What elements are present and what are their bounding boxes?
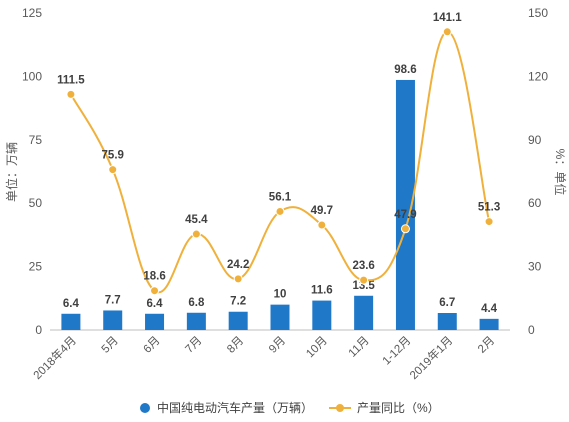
y-left-tick-label: 25 [29,260,43,274]
x-tick-label: 2018年4月 [30,333,79,382]
bar-data-labels: 6.4 7.7 6.4 6.8 7.2 10 11.6 13.5 98.6 6.7 4.4 [63,64,498,315]
y-right-tick-label: 60 [528,196,542,210]
line-point [359,275,369,285]
bar [228,311,248,330]
bar-data-label: 6.8 [188,297,205,309]
line-data-label: 75.9 [102,150,124,162]
line-point [275,206,285,216]
bar [479,318,499,330]
y-right-tick-label: 0 [528,323,535,337]
bar-data-label: 13.5 [352,280,375,292]
y-right-tick-label: 120 [528,69,548,83]
bar [395,79,415,330]
line-point [233,274,243,284]
y-right-tick-label: 90 [528,133,542,147]
line-data-label: 111.5 [57,74,85,86]
line-data-label: 51.3 [478,202,500,214]
bar-series [61,79,499,330]
bar [437,313,457,330]
line-data-label: 49.7 [311,205,333,217]
bar [354,295,374,330]
bar-data-label: 7.2 [230,296,246,308]
x-tick-label: 1-12月 [381,335,414,368]
line-point [191,229,201,239]
bar [145,313,165,330]
y-left-tick-label: 125 [22,6,42,20]
bar [61,313,81,330]
y-left-tick-label: 100 [22,69,42,83]
y-right-tick-label: 30 [528,260,542,274]
line-data-label: 23.6 [352,260,374,272]
x-tick-label: 11月 [347,335,372,360]
bar-data-label: 6.4 [147,298,164,310]
line-series-points [66,27,494,296]
bar-data-label: 98.6 [394,64,416,76]
legend-bar-label: 中国纯电动汽车产量（万辆） [157,400,313,415]
right-axis-ticks: 0 30 60 90 120 150 [528,6,548,337]
legend: 中国纯电动汽车产量（万辆） 产量同比（%） [140,400,440,415]
bar [270,304,290,330]
bar-data-label: 7.7 [105,294,121,306]
line-point [317,220,327,230]
legend-line-label: 产量同比（%） [357,401,440,415]
x-tick-label: 2019年1月 [407,333,456,382]
line-data-label: 141.1 [433,12,462,24]
line-point [66,89,76,99]
bar-data-label: 6.7 [439,297,455,309]
line-data-label: 56.1 [269,191,292,203]
legend-line-dot [336,404,344,412]
x-tick-label: 10月 [304,335,330,361]
line-data-label: 45.4 [185,214,208,226]
line-data-label: 47.9 [394,209,416,221]
bar [186,312,206,330]
line-point [442,27,452,37]
x-tick-label: 7月 [183,335,204,356]
line-point [400,224,410,234]
x-tick-label: 2月 [476,335,497,356]
y-right-tick-label: 150 [528,6,548,20]
y-left-tick-label: 50 [29,196,43,210]
line-data-label: 24.2 [227,259,249,271]
bar-data-label: 10 [274,289,287,301]
legend-bar-marker [140,403,150,413]
y-left-tick-label: 0 [35,323,42,337]
bar-data-label: 6.4 [63,298,80,310]
line-series-path [70,30,491,294]
bar [312,300,332,330]
bar-data-label: 4.4 [481,303,498,315]
left-axis-ticks: 0 25 50 75 100 125 [22,6,42,337]
bar [103,310,123,330]
x-tick-label: 9月 [267,335,288,356]
y-axis-right-title: %：单位 [553,149,568,196]
line-data-label: 18.6 [143,271,165,283]
line-data-labels: 111.5 75.9 18.6 45.4 24.2 56.1 49.7 23.6 47.9 141… [57,12,500,283]
line-point [484,217,494,227]
y-axis-left-title: 单位：万辆 [4,142,19,202]
line-point [108,165,118,175]
bar-data-label: 11.6 [311,285,333,297]
x-tick-label: 6月 [142,335,163,356]
x-tick-label: 5月 [100,335,121,356]
x-tick-label: 8月 [225,335,246,356]
y-left-tick-label: 75 [29,133,43,147]
line-point [150,286,160,296]
